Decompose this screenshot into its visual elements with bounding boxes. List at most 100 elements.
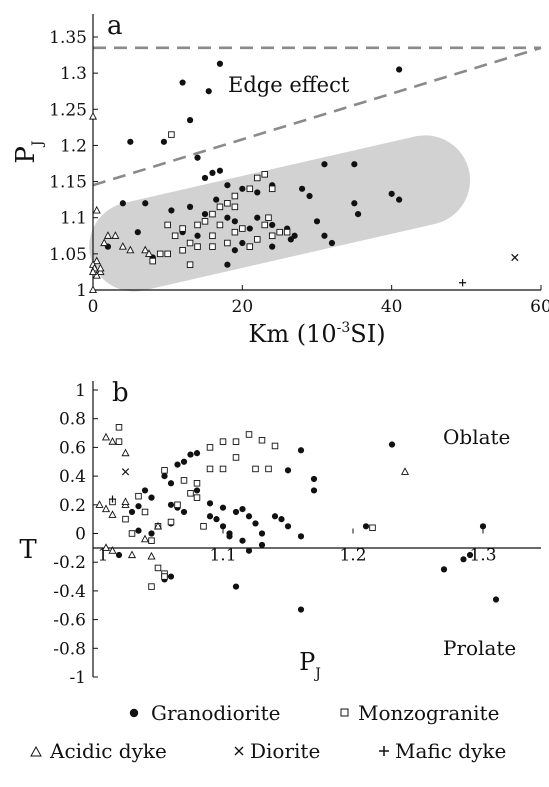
panel-b-point-monzogranite (115, 424, 123, 431)
panel-a-point-monzogranite (283, 228, 291, 236)
legend-item-diorite: Diorite (234, 739, 320, 763)
panel-b-point-monzogranite (252, 465, 259, 473)
panel-a-point-granodiorite (254, 189, 261, 196)
panel-b-annotation-prolate: Prolate (443, 636, 516, 660)
panel-a-point-granodiorite (269, 221, 276, 229)
panel-b-point-granodiorite (479, 523, 487, 530)
legend-marker-diorite (234, 746, 244, 756)
panel-b-y-tick-label: -0.8 (53, 639, 86, 659)
panel-a-point-granodiorite (201, 211, 209, 218)
panel-b-point-monzogranite (219, 438, 227, 445)
panel-a-point-monzogranite (254, 174, 261, 182)
panel-b-y-tick-label: 0.2 (59, 496, 86, 516)
panel-a-point-granodiorite (224, 261, 231, 268)
panel-b-point-monzogranite (206, 465, 214, 473)
panel-a-x-tick-label: 60 (530, 297, 549, 317)
panel-a-point-monzogranite (261, 171, 268, 178)
panel-b-point-monzogranite (167, 518, 175, 526)
panel-a-point-acidic-dyke (141, 245, 150, 254)
panel-b-point-granodiorite (362, 523, 370, 530)
panel-a-point-granodiorite (224, 214, 231, 221)
panel-a-point-monzogranite (179, 246, 186, 254)
legend-item-granodiorite: Granodiorite (129, 701, 280, 725)
panel-b-point-monzogranite (219, 465, 227, 473)
panel-b-point-monzogranite (200, 523, 207, 530)
panel-b-point-monzogranite (122, 515, 129, 523)
panel-b-point-granodiorite (245, 513, 253, 520)
panel-b-point-granodiorite (206, 500, 214, 507)
panel-a-point-granodiorite (142, 200, 149, 207)
panel-a-point-monzogranite (224, 200, 231, 207)
panel-b-point-granodiorite (310, 475, 318, 483)
panel-a-point-granodiorite (209, 169, 216, 176)
panel-a-point-monzogranite (216, 203, 224, 211)
panel-b-point-acidic-dyke (121, 448, 130, 457)
panel-a-point-acidic-dyke (92, 270, 101, 279)
panel-b-point-granodiorite (297, 533, 305, 540)
panel-b-point-monzogranite (232, 438, 240, 445)
panel-a-point-granodiorite (396, 196, 403, 203)
panel-a-point-granodiorite (213, 196, 220, 203)
panel-a-point-granodiorite (231, 218, 238, 225)
panel-b-point-granodiorite (271, 513, 279, 520)
panel-b-annotation-oblate: Oblate (443, 425, 510, 449)
panel-b-y-tick-label: -0.4 (53, 582, 86, 602)
panel-a-label: a (107, 11, 123, 41)
panel-a-point-granodiorite (205, 88, 212, 95)
panel-b-point-granodiorite (167, 573, 175, 580)
panel-b-point-monzogranite (265, 465, 272, 473)
panel-b-point-granodiorite (388, 441, 396, 448)
panel-b: 1 0.8 0.6 0.4 0.2 0 -0.2 -0.4 -0.6 -0.8 -1 1 1.1 1.2 1… (19, 378, 541, 688)
panel-a-y-axis-label-sub: J (30, 140, 46, 148)
panel-b-point-monzogranite (161, 467, 168, 474)
legend-label-diorite: Diorite (250, 739, 320, 763)
panel-b-point-monzogranite (148, 537, 155, 544)
panel-b-point-granodiorite (161, 473, 168, 480)
panel-b-y-tick-label: 0.8 (59, 410, 86, 430)
panel-a-point-granodiorite (254, 214, 261, 221)
panel-a-point-granodiorite (186, 117, 194, 124)
panel-b-point-granodiorite (245, 547, 253, 554)
panel-b-y-tick-label: -0.6 (53, 611, 86, 631)
panel-a-point-granodiorite (313, 218, 321, 225)
panel-a-point-monzogranite (216, 221, 224, 229)
panel-a-point-granodiorite (396, 66, 403, 73)
panel-a-dashed-line-1 (92, 46, 542, 187)
panel-b-point-acidic-dyke (127, 550, 137, 559)
panel-a-point-granodiorite (239, 239, 246, 247)
panel-a-point-acidic-dyke (111, 231, 120, 239)
panel-a-point-monzogranite (209, 243, 216, 250)
panel-a-point-granodiorite (201, 174, 209, 182)
panel-a-point-monzogranite (164, 250, 171, 258)
panel-b-point-monzogranite (148, 583, 155, 590)
panel-b-point-granodiorite (174, 461, 181, 468)
panel-a-point-diorite (511, 253, 519, 262)
legend-marker-granodiorite (129, 708, 139, 718)
panel-b-ticks: 1 0.8 0.6 0.4 0.2 0 -0.2 -0.4 -0.6 -0.8 -1 1 1.1 1.2 1… (53, 381, 496, 688)
panel-b-point-acidic-dyke (140, 534, 150, 543)
panel-b-point-granodiorite (440, 566, 448, 573)
panel-b-x-tick-label: 1 (98, 546, 109, 566)
panel-b-y-tick-label: 0 (75, 525, 86, 545)
panel-a-point-monzogranite (168, 131, 175, 138)
panel-a-point-acidic-dyke (96, 263, 105, 272)
panel-b-x-tick-label: 1.3 (469, 546, 496, 566)
panel-a-point-granodiorite (134, 229, 141, 236)
panel-b-point-monzogranite (161, 573, 168, 580)
panel-b-point-granodiorite (219, 504, 227, 511)
panel-b-point-monzogranite (369, 524, 376, 532)
panel-b-point-granodiorite (206, 513, 214, 520)
panel-b-point-acidic-dyke (147, 551, 156, 560)
panel-b-point-granodiorite (148, 494, 155, 501)
panel-a-point-acidic-dyke (88, 285, 98, 294)
panel-a-point-monzogranite (276, 228, 283, 236)
panel-b-points (95, 424, 500, 613)
panel-a-point-monzogranite (209, 232, 216, 240)
panel-a-point-granodiorite (216, 60, 224, 67)
panel-a-point-acidic-dyke (118, 242, 127, 250)
panel-b-point-monzogranite (180, 477, 188, 484)
panel-b-point-acidic-dyke (101, 504, 111, 513)
panel-a-point-granodiorite (321, 232, 328, 239)
panel-b-point-granodiorite (135, 503, 142, 510)
panel-b-point-granodiorite (213, 516, 220, 523)
